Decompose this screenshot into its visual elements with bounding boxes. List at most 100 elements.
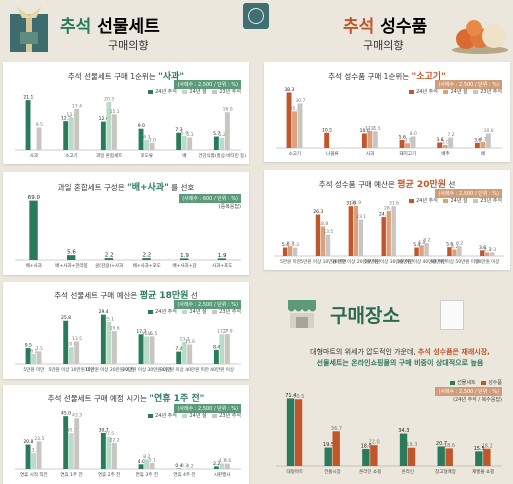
bar — [100, 432, 106, 469]
bar — [219, 334, 225, 364]
category-label: 배+사과+감 — [172, 262, 196, 269]
bar-value-label: 2.3 — [489, 247, 496, 253]
bar — [138, 128, 144, 150]
bar — [447, 247, 452, 256]
bar — [224, 333, 230, 364]
bar-value-label: 9.5 — [36, 122, 43, 128]
bar-value-label: 5.3 — [186, 132, 193, 138]
bar-value-label: 45.0 — [61, 411, 71, 417]
category-label: 배 — [481, 150, 485, 157]
bar — [332, 431, 340, 466]
bar-value-label: 16.5 — [147, 331, 157, 337]
panel-goods-budget: 추석 성수품 구매 예산은 평균 20만원 선 (사례수 : 2,500 / 단… — [264, 170, 510, 270]
category-label: 배+사과+한라봉 — [55, 262, 87, 269]
header-gift-subtitle: 구매의향 — [108, 39, 149, 52]
bar — [180, 258, 189, 260]
category-label: 나물류 — [326, 150, 338, 157]
bar-value-label: 22.2 — [110, 437, 120, 443]
place-section-title: 구매장소 — [330, 305, 400, 327]
panel-place-note: (24년 추석 / 복수응답) — [453, 397, 502, 403]
bar — [25, 444, 31, 469]
bar — [399, 139, 405, 148]
bar-value-label: 10.5 — [322, 127, 332, 133]
bar — [410, 136, 416, 148]
header-goods-main: 성수품 — [380, 17, 428, 37]
panel-gift-top1-tag: (사례수 : 2,500 / 단위 : %) — [174, 80, 241, 89]
bar-value-label: 43.3 — [72, 413, 82, 419]
bar — [74, 418, 80, 469]
bar — [111, 442, 117, 469]
bar-value-label: 12.2 — [61, 116, 71, 122]
bar-value-label: 8.4 — [213, 344, 220, 350]
bar — [219, 137, 225, 150]
bar — [111, 331, 117, 364]
bar-value-label: 19.6 — [110, 326, 120, 332]
bar-value-label: 2.0 — [442, 140, 449, 146]
bar-value-label: 23.1 — [356, 214, 366, 220]
bar — [362, 448, 370, 466]
bar — [213, 466, 219, 469]
bar — [74, 108, 80, 150]
bar — [294, 399, 303, 466]
bar-value-label: 20.8 — [23, 439, 33, 445]
bar — [100, 314, 106, 364]
gift-box-illustration — [10, 6, 48, 52]
category-label: 사과+포도 — [212, 262, 232, 269]
category-label: 귤(감귤)+사과 — [95, 262, 123, 269]
bar-value-label: 1.9 — [180, 253, 189, 259]
bar — [31, 353, 36, 364]
category-label: 40만원 이상 — [210, 366, 234, 373]
bar — [63, 320, 69, 364]
chart-gift-top1: 21.1 9.5 사과 12.213.8 17.4 소고기 12.0 20.3 15.1 과일 혼… — [15, 95, 246, 159]
category-label: 시판행사 — [214, 471, 231, 478]
bar-value-label: 4.6 — [224, 458, 231, 464]
category-label: 전통시장 — [324, 468, 341, 475]
bar — [419, 245, 424, 256]
bar — [176, 132, 182, 150]
bar — [361, 133, 367, 148]
bar — [348, 206, 354, 256]
bar — [399, 433, 408, 466]
bar-value-label: 7.3 — [175, 127, 182, 133]
legend-gift-top1: 24년 추석 24년 설 23년 추석 — [144, 88, 241, 95]
emblem-icon — [243, 3, 269, 29]
bar-value-label: 1.9 — [218, 253, 227, 259]
legend-place: 선물세트 성수품 — [446, 379, 502, 386]
bar-value-label: 7.4 — [175, 346, 182, 352]
bar-value-label: 0.2 — [186, 463, 193, 469]
category-label: 창고형매장 — [435, 468, 456, 475]
bar — [292, 247, 298, 256]
bar-value-label: 17.4 — [72, 103, 82, 109]
bar — [452, 249, 457, 256]
panel-gift-mix-title: 과일 혼합세트 구성은 "배+사과" 를 선호 — [57, 183, 195, 193]
bar-value-label: 11.6 — [185, 339, 195, 345]
bar-value-label: 6.8 — [418, 240, 425, 246]
bar — [138, 334, 144, 364]
bar — [106, 102, 112, 150]
category-label: 5만원 이상 10만원 미만 — [49, 366, 95, 373]
bar-value-label: 7.2 — [447, 132, 454, 138]
bar — [457, 246, 462, 256]
category-label: 포도류 — [141, 153, 153, 159]
bar — [445, 448, 453, 466]
category-label: 온라인 — [402, 468, 414, 475]
bar — [424, 243, 429, 256]
category-label: 연휴 시작 직전 — [20, 471, 48, 478]
panel-goods-top1: 추석 성수품 구매 1순위는 "소고기" (사례수 : 2,500 / 단위 :… — [264, 62, 510, 162]
bar — [391, 206, 396, 256]
bar-value-label: 25.8 — [61, 315, 71, 321]
header-goods-subtitle: 구매의향 — [363, 39, 404, 52]
bar-value-label: 25.1 — [104, 316, 114, 322]
bar — [286, 398, 295, 466]
chart-goods-top1: 38.325.330.7소고기10.5나물류10.011.711.5사과5.63… — [276, 87, 502, 157]
bar-value-label: 0.4 — [175, 463, 182, 469]
bar — [106, 436, 112, 469]
category-label: 20만원 이상 30만원 미만 — [122, 366, 171, 373]
bar — [181, 136, 187, 150]
bar — [353, 205, 359, 256]
bar — [437, 142, 443, 148]
bar — [144, 336, 149, 364]
bar-value-label: 5.1 — [149, 458, 156, 464]
panel-gift-budget-tag: (사례수 : 2,500 / 단위 : %) — [174, 300, 241, 309]
bar — [483, 448, 491, 466]
